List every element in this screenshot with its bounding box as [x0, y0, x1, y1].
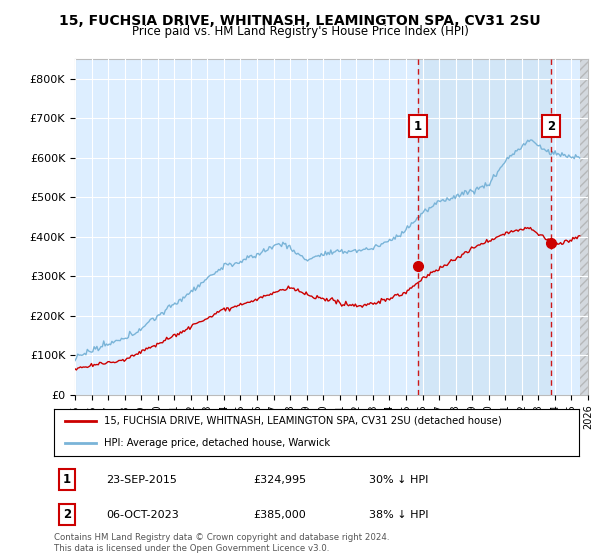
Text: 30% ↓ HPI: 30% ↓ HPI — [369, 475, 428, 484]
Text: 06-OCT-2023: 06-OCT-2023 — [107, 510, 179, 520]
Text: HPI: Average price, detached house, Warwick: HPI: Average price, detached house, Warw… — [104, 438, 330, 448]
Text: 2: 2 — [63, 508, 71, 521]
Text: 15, FUCHSIA DRIVE, WHITNASH, LEAMINGTON SPA, CV31 2SU: 15, FUCHSIA DRIVE, WHITNASH, LEAMINGTON … — [59, 14, 541, 28]
Text: 15, FUCHSIA DRIVE, WHITNASH, LEAMINGTON SPA, CV31 2SU (detached house): 15, FUCHSIA DRIVE, WHITNASH, LEAMINGTON … — [104, 416, 502, 426]
Text: £324,995: £324,995 — [254, 475, 307, 484]
Bar — [580, 59, 588, 395]
Text: 1: 1 — [414, 119, 422, 133]
Text: Price paid vs. HM Land Registry's House Price Index (HPI): Price paid vs. HM Land Registry's House … — [131, 25, 469, 38]
Text: 38% ↓ HPI: 38% ↓ HPI — [369, 510, 428, 520]
Text: Contains HM Land Registry data © Crown copyright and database right 2024.
This d: Contains HM Land Registry data © Crown c… — [54, 533, 389, 553]
Text: 2: 2 — [547, 119, 555, 133]
Bar — [418, 59, 551, 395]
Text: 23-SEP-2015: 23-SEP-2015 — [107, 475, 178, 484]
Text: 1: 1 — [63, 473, 71, 486]
Text: £385,000: £385,000 — [254, 510, 306, 520]
